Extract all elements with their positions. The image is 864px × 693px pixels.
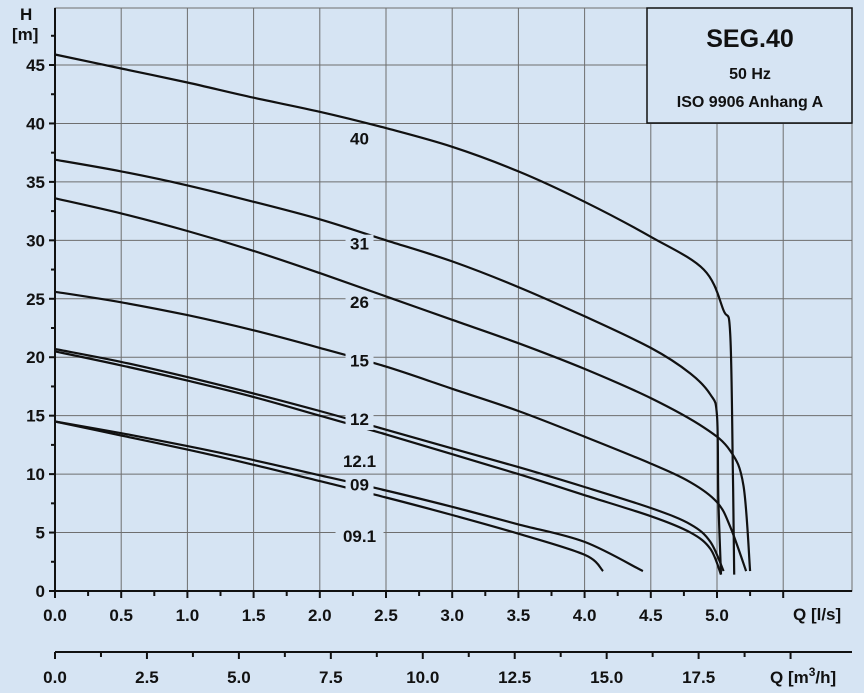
curve-26 (54, 197, 752, 572)
curve-label-bg (345, 410, 374, 431)
curve-label-15: 15 (350, 352, 369, 371)
curve-12 (54, 347, 725, 572)
y-tick-label: 30 (26, 231, 45, 250)
curve-label-bg (345, 351, 374, 372)
x-tick-label: 0.0 (43, 606, 67, 625)
curve-label-26: 26 (350, 293, 369, 312)
ticks: 0 5 10 15 20 25 30 35 40 45 0.0 0.5 1.0 1.5 2.0 2.5 3.0 3… (26, 34, 792, 687)
curve-label-bg (335, 452, 384, 473)
curve-label-bg (345, 293, 374, 314)
x2-tick-label: 5.0 (227, 668, 251, 687)
curve-label-09: 09 (350, 475, 369, 494)
x2-tick-label: 2.5 (135, 668, 159, 687)
y-tick-label: 35 (26, 173, 45, 192)
x2-tick-label: 0.0 (43, 668, 67, 687)
curve-12-1 (54, 350, 723, 576)
curve-label-12: 12 (350, 410, 369, 429)
curve-31 (54, 158, 723, 575)
x2-axis-label-prefix: Q [m (770, 668, 809, 687)
x-tick-label: 1.5 (242, 606, 266, 625)
y-tick-label: 25 (26, 290, 45, 309)
x-tick-label: 0.5 (109, 606, 133, 625)
title-box: SEG.40 50 Hz ISO 9906 Anhang A (646, 7, 853, 124)
y-axis-label-unit: [m] (12, 25, 38, 44)
curve-label-bg (345, 475, 374, 496)
title-box-frame (646, 7, 853, 124)
y-tick-label: 0 (36, 582, 45, 601)
curve-09 (54, 420, 644, 573)
curve-label-40: 40 (350, 129, 369, 148)
y-axis-label-H: H (20, 5, 32, 24)
x2-axis-label: Q [m3/h] (770, 665, 836, 687)
x-tick-label: 5.0 (705, 606, 729, 625)
y-tick-label: 20 (26, 348, 45, 367)
chart-frequency: 50 Hz (729, 66, 771, 83)
x2-tick-label: 10.0 (406, 668, 439, 687)
y-tick-label: 45 (26, 56, 45, 75)
chart-standard: ISO 9906 Anhang A (677, 94, 824, 111)
curve-label-bg (345, 234, 374, 255)
x2-tick-label: 12.5 (498, 668, 531, 687)
x2-axis-label-suffix: /h] (815, 668, 836, 687)
curve-label-bg (335, 526, 384, 547)
chart-title: SEG.40 (706, 25, 794, 53)
x-tick-label: 3.5 (507, 606, 531, 625)
curve-labels: 40 31 26 15 12 12.1 09 09.1 (335, 129, 384, 547)
y-tick-label: 15 (26, 407, 45, 426)
curve-label-31: 31 (350, 235, 369, 254)
x-tick-label: 1.0 (176, 606, 200, 625)
x2-tick-label: 7.5 (319, 668, 343, 687)
y-tick-label: 5 (36, 524, 45, 543)
curve-label-09-1: 09.1 (343, 527, 376, 546)
curve-15 (54, 290, 748, 572)
x-tick-label: 4.5 (639, 606, 663, 625)
curve-09-1 (54, 420, 604, 572)
x2-tick-label: 17.5 (682, 668, 715, 687)
x2-tick-label: 15.0 (590, 668, 623, 687)
x-tick-label: 2.0 (308, 606, 332, 625)
x-tick-label: 2.5 (374, 606, 398, 625)
performance-curves (54, 53, 752, 576)
curve-label-bg (345, 129, 374, 150)
y-tick-label: 40 (26, 114, 45, 133)
x-tick-label: 4.0 (573, 606, 597, 625)
x-tick-label: 3.0 (440, 606, 464, 625)
y-tick-label: 10 (26, 465, 45, 484)
curve-40 (54, 53, 736, 575)
x-axis-label: Q [l/s] (793, 605, 841, 624)
x2-axis-label-sup: 3 (809, 665, 816, 679)
curve-label-12-1: 12.1 (343, 452, 376, 471)
